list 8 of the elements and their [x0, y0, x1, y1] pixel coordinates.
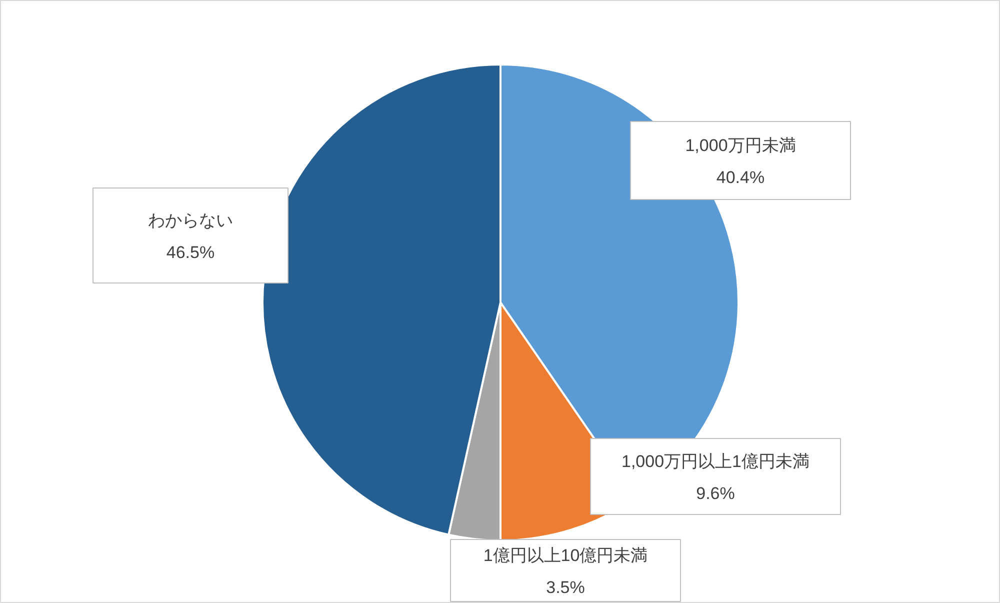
- slice-label: 1,000万円以上1億円未満: [622, 452, 810, 471]
- slice-label: 1,000万円未満: [685, 136, 796, 155]
- data-label: 9.6%: [696, 484, 735, 503]
- data-label: 40.4%: [716, 168, 765, 187]
- slice-label: わからない: [148, 211, 233, 230]
- slice-label: 1億円以上10億円未満: [483, 546, 648, 565]
- data-label: 46.5%: [166, 243, 215, 262]
- data-label: 3.5%: [546, 578, 585, 597]
